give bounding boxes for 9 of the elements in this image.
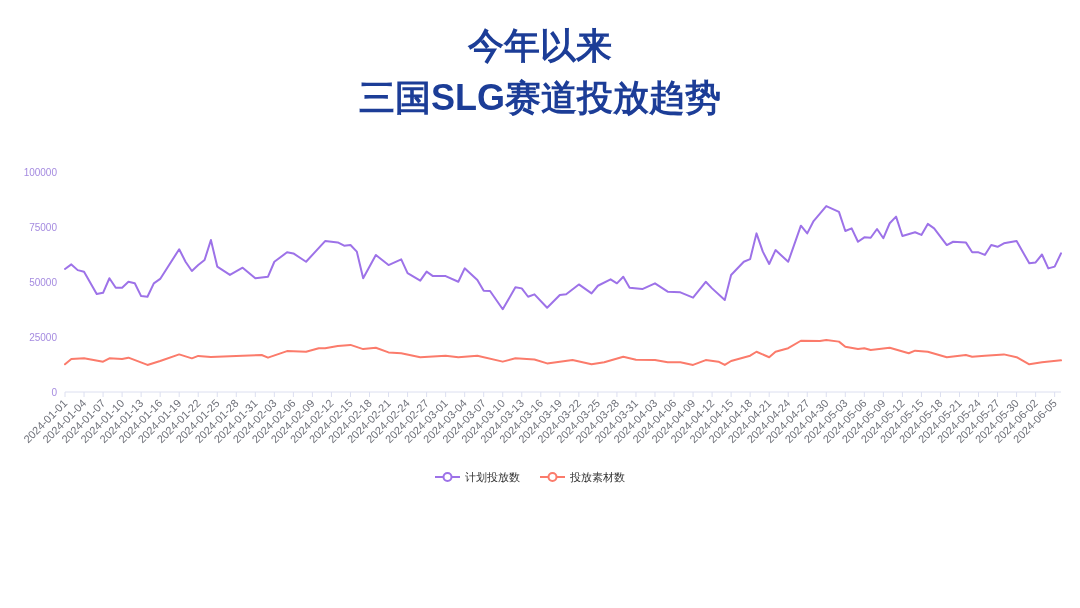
y-tick-label: 25000 <box>29 331 58 343</box>
legend-label: 投放素材数 <box>569 471 625 483</box>
chart-title: 今年以来 <box>467 25 612 66</box>
y-tick-label: 50000 <box>29 276 58 288</box>
y-tick-label: 100000 <box>23 166 58 178</box>
chart-subtitle: 三国SLG赛道投放趋势 <box>358 77 722 118</box>
legend-label: 计划投放数 <box>465 471 520 483</box>
y-tick-label: 0 <box>51 386 58 398</box>
y-tick-label: 75000 <box>29 221 58 233</box>
